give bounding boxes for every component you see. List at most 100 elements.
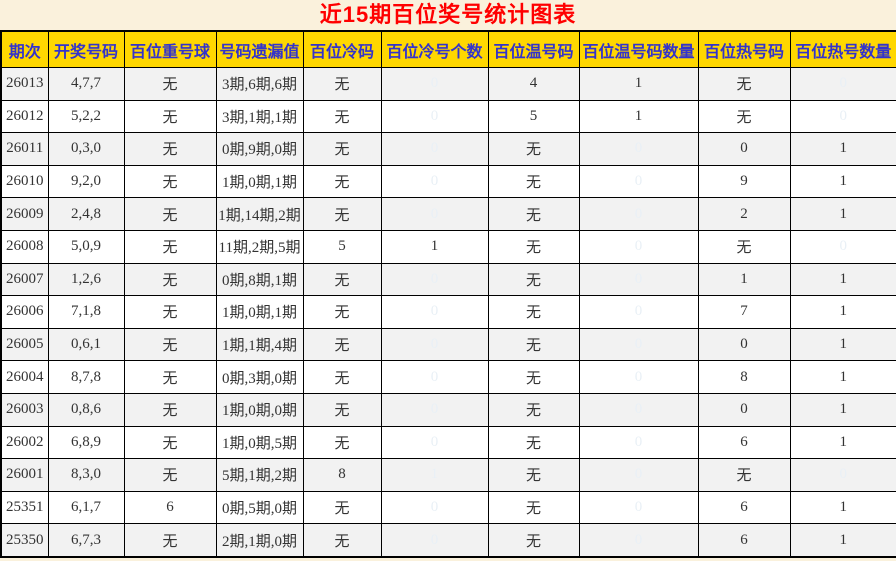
- table-cell: 无: [302, 164, 382, 199]
- table-cell: 无: [123, 327, 217, 362]
- table-cell: 26011: [0, 132, 49, 166]
- table-row: 26010 9,2,0 无 1期,0期,1期无 0 无 0 9 1: [0, 164, 896, 199]
- column-header: 期次: [0, 30, 49, 68]
- table-header: 期次 开奖号码 百位重号球 号码遗漏值 百位冷码 百位冷号个数 百位温号码 百位温号码数量 百位…: [0, 30, 896, 68]
- table-cell: 6: [697, 425, 791, 460]
- table-cell: 9: [697, 164, 791, 199]
- stats-table: 期次 开奖号码 百位重号球 号码遗漏值 百位冷码 百位冷号个数 百位温号码 百位温号码数量 百位…: [0, 30, 896, 558]
- table-cell: 1: [697, 262, 791, 297]
- table-cell: 0: [380, 99, 489, 134]
- table-cell: 0: [789, 458, 896, 492]
- table-cell: 1: [789, 132, 896, 166]
- table-cell: 26003: [0, 392, 49, 427]
- table-cell: 0: [380, 132, 489, 166]
- table-cell: 26001: [0, 458, 49, 492]
- table-cell: 无: [302, 425, 382, 460]
- table-row: 26003 0,8,6 无 1期,0期,0期无 0 无 0 0 1: [0, 392, 896, 427]
- table-cell: 0期,9期,0期: [215, 132, 304, 166]
- table-row: 26005 0,6,1 无 1期,1期,4期无 0 无 0 0 1: [0, 327, 896, 362]
- table-cell: 0: [380, 197, 489, 231]
- table-cell: 无: [697, 67, 791, 101]
- table-cell: 0: [578, 327, 699, 362]
- table-row: 26013 4,7,7 无 3期,6期,6期无 0 4 1 无 0: [0, 67, 896, 101]
- column-header: 开奖号码: [47, 30, 125, 68]
- page-title: 近15期百位奖号统计图表: [319, 2, 577, 27]
- table-cell: 无: [487, 164, 580, 199]
- table-cell: 0: [380, 164, 489, 199]
- table-row: 26009 2,4,8 无 1期,14期,2期无 0 无 0 2 1: [0, 197, 896, 231]
- table-cell: 8: [697, 360, 791, 394]
- table-cell: 2期,1期,0期: [215, 523, 304, 558]
- table-cell: 0: [380, 295, 489, 329]
- table-cell: 3期,6期,6期: [215, 67, 304, 101]
- table-cell: 0: [578, 392, 699, 427]
- table-cell: 4: [487, 67, 580, 101]
- table-cell: 1: [578, 99, 699, 134]
- table-cell: 无: [123, 523, 217, 558]
- table-cell: 26009: [0, 197, 49, 231]
- table-cell: 1期,0期,1期: [215, 295, 304, 329]
- table-cell: 无: [697, 458, 791, 492]
- table-cell: 1: [789, 490, 896, 525]
- table-cell: 4,7,7: [47, 67, 125, 101]
- table-cell: 0: [697, 327, 791, 362]
- table-cell: 0: [380, 523, 489, 558]
- table-cell: 无: [302, 490, 382, 525]
- column-header: 百位热号数量: [789, 30, 896, 68]
- table-cell: 无: [302, 262, 382, 297]
- table-cell: 无: [123, 197, 217, 231]
- table-cell: 8,3,0: [47, 458, 125, 492]
- table-cell: 0: [380, 392, 489, 427]
- table-cell: 6: [697, 523, 791, 558]
- table-cell: 无: [123, 132, 217, 166]
- table-cell: 7,1,8: [47, 295, 125, 329]
- table-cell: 0期,8期,1期: [215, 262, 304, 297]
- table-cell: 5,0,9: [47, 229, 125, 264]
- table-cell: 26002: [0, 425, 49, 460]
- table-cell: 无: [123, 67, 217, 101]
- table-cell: 1: [789, 392, 896, 427]
- table-cell: 无: [302, 197, 382, 231]
- table-cell: 0: [578, 523, 699, 558]
- table-cell: 26008: [0, 229, 49, 264]
- table-cell: 1: [789, 262, 896, 297]
- table-cell: 1: [789, 523, 896, 558]
- table-cell: 1: [380, 458, 489, 492]
- table-cell: 0: [789, 229, 896, 264]
- table-cell: 6,8,9: [47, 425, 125, 460]
- table-cell: 0: [578, 425, 699, 460]
- table-cell: 26010: [0, 164, 49, 199]
- table-cell: 无: [487, 197, 580, 231]
- table-cell: 无: [302, 67, 382, 101]
- table-cell: 1期,14期,2期: [215, 197, 304, 231]
- table-cell: 1期,1期,4期: [215, 327, 304, 362]
- table-cell: 26004: [0, 360, 49, 394]
- column-header: 百位重号球: [123, 30, 217, 68]
- table-cell: 无: [302, 99, 382, 134]
- table-cell: 0: [380, 490, 489, 525]
- column-header: 号码遗漏值: [215, 30, 304, 68]
- table-cell: 0,8,6: [47, 392, 125, 427]
- table-cell: 1: [578, 67, 699, 101]
- table-cell: 6,1,7: [47, 490, 125, 525]
- table-cell: 0: [578, 295, 699, 329]
- table-cell: 0: [578, 229, 699, 264]
- table-cell: 0,6,1: [47, 327, 125, 362]
- table-cell: 7: [697, 295, 791, 329]
- table-cell: 无: [123, 262, 217, 297]
- table-row: 25350 6,7,3 无 2期,1期,0期无 0 无 0 6 1: [0, 523, 896, 558]
- table-cell: 无: [302, 360, 382, 394]
- table-cell: 无: [123, 425, 217, 460]
- table-cell: 1期,0期,5期: [215, 425, 304, 460]
- table-cell: 无: [123, 295, 217, 329]
- table-cell: 1期,0期,1期: [215, 164, 304, 199]
- table-cell: 1期,0期,0期: [215, 392, 304, 427]
- table-cell: 0: [380, 67, 489, 101]
- table-cell: 0: [380, 425, 489, 460]
- table-cell: 无: [487, 523, 580, 558]
- column-header: 百位温号码数量: [578, 30, 699, 68]
- table-cell: 无: [697, 229, 791, 264]
- table-row: 26011 0,3,0 无 0期,9期,0期无 0 无 0 0 1: [0, 132, 896, 166]
- table-cell: 6: [123, 490, 217, 525]
- table-cell: 无: [487, 458, 580, 492]
